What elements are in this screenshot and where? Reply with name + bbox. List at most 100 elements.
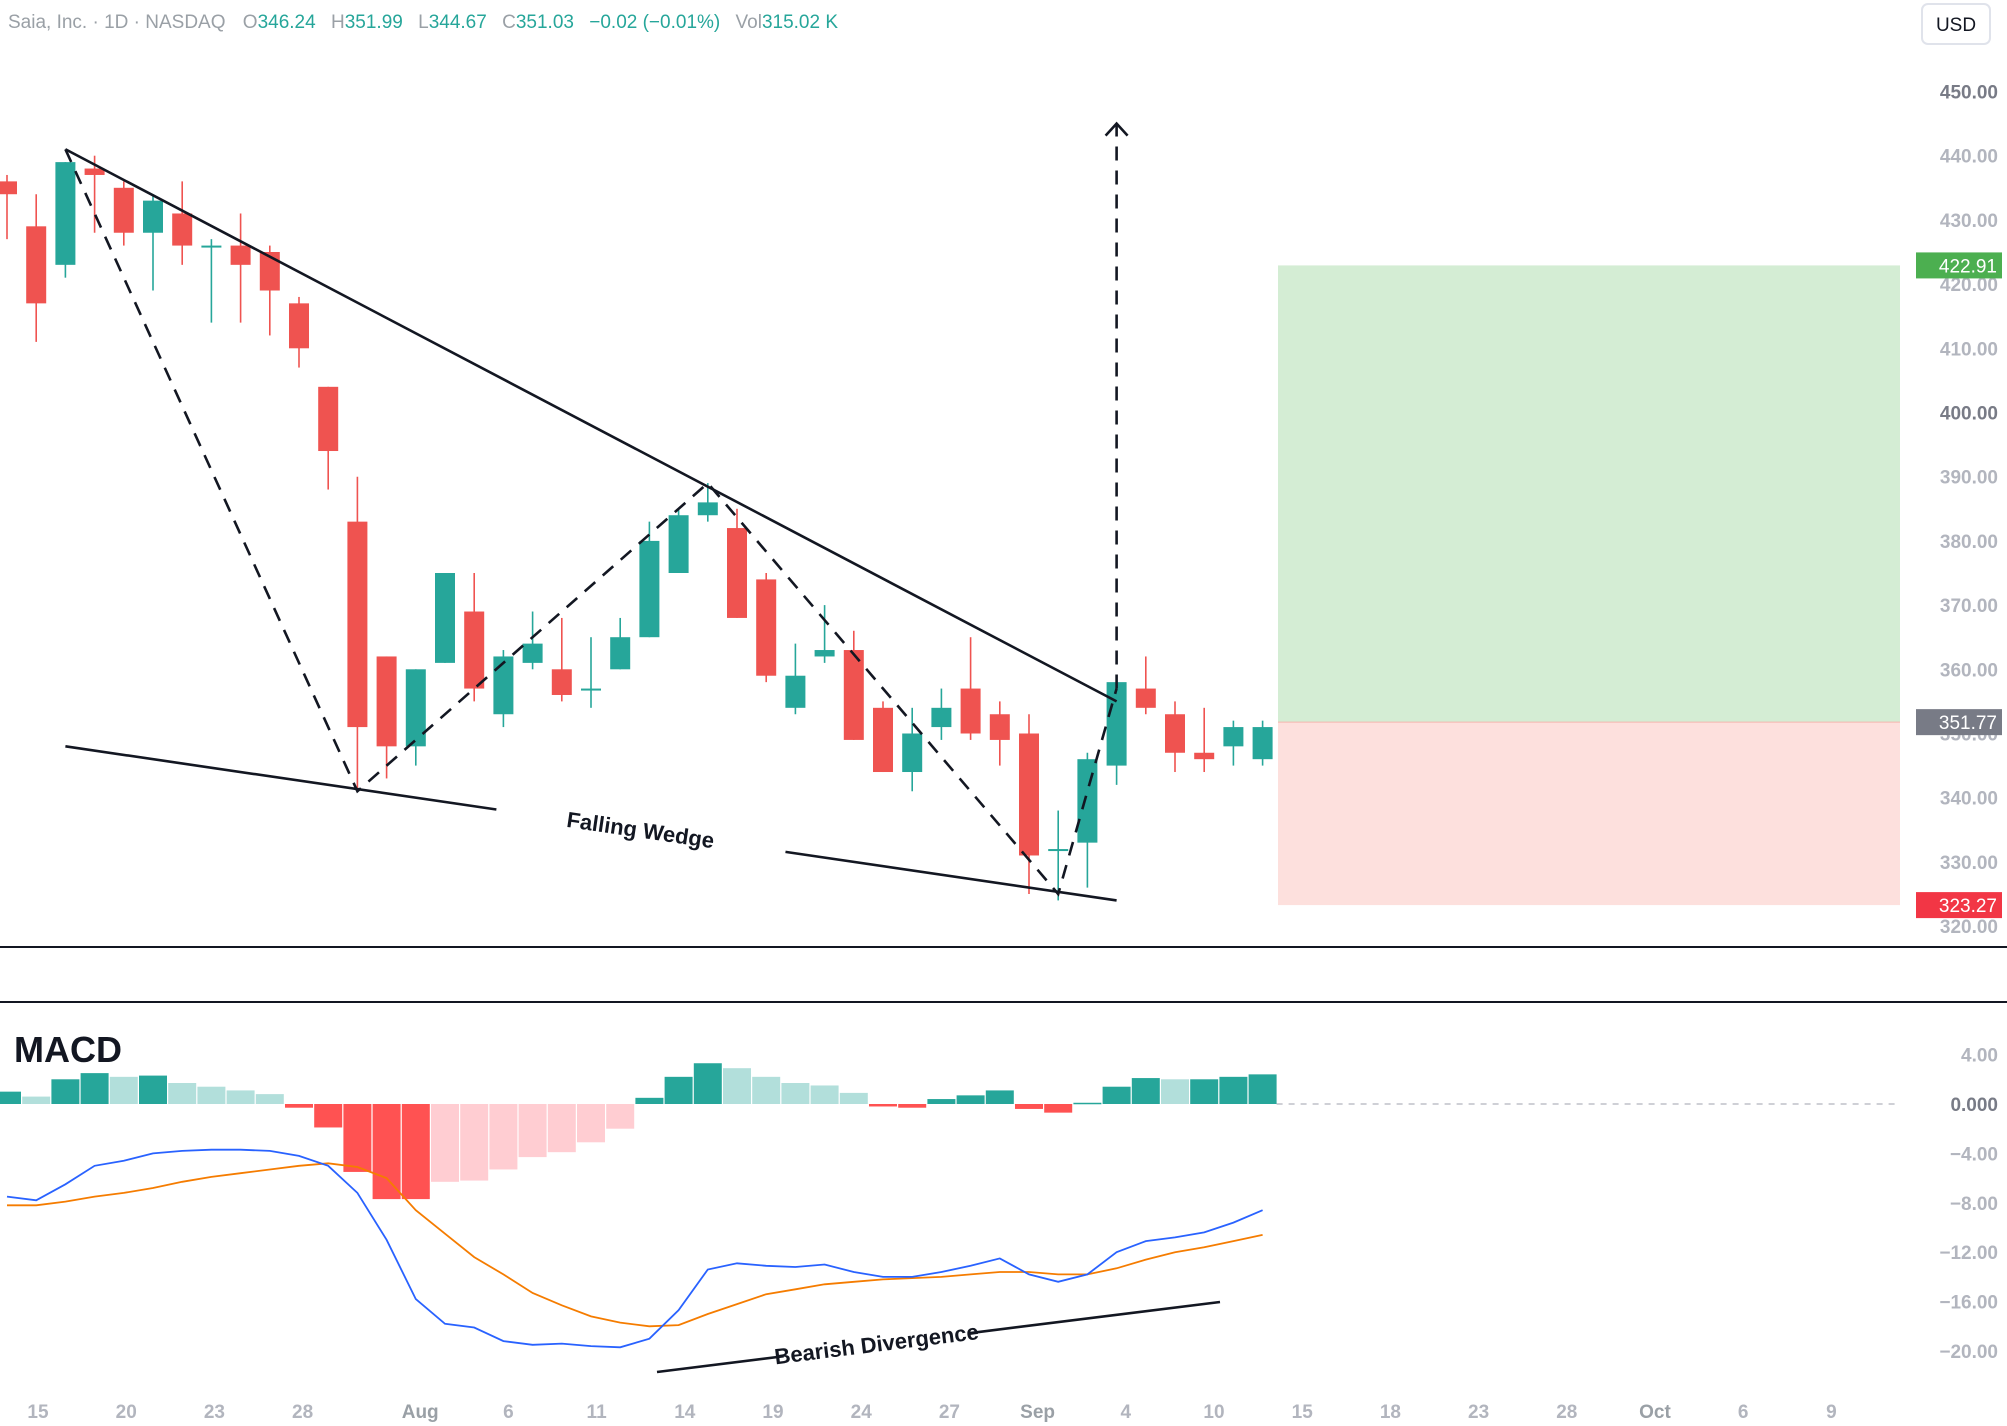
macd-histogram-bar [1015,1104,1043,1109]
candle-body [259,252,280,291]
candle-body [172,213,193,246]
macd-histogram-bar [22,1096,51,1104]
time-tick-label: 6 [503,1402,514,1423]
macd-histogram-bar [51,1079,80,1104]
macd-indicator: 4.00 0.000 −4.00 −8.00 −12.00 −16.00 −20.00 Bea… [0,1046,1998,1374]
macd-histogram-bar [1044,1104,1073,1113]
time-tick-label: 23 [204,1402,225,1423]
candle [318,386,339,490]
candle-body [960,688,981,734]
macd-tick-label: −8.00 [1950,1194,1998,1215]
price-tick-label: 320.00 [1940,917,1998,938]
candle [551,617,572,702]
high-value: 351.99 [345,12,403,33]
time-tick-label: Aug [402,1402,439,1423]
price-tick-label: 390.00 [1940,468,1998,489]
candle-body [727,528,747,618]
macd-histogram-bar [693,1063,722,1104]
price-tick-label: 340.00 [1940,789,1998,810]
candle-body [347,521,368,728]
macd-histogram-bar [985,1090,1014,1104]
macd-tick-label: −12.00 [1939,1243,1998,1264]
candle-body [0,181,17,195]
candle-body [1223,727,1244,747]
time-tick-label: 15 [1292,1402,1314,1423]
candle [201,239,222,323]
candle-body [639,540,660,638]
symbol-label: Saia, Inc. · 1D · NASDAQ [8,12,226,33]
candle-body [493,656,514,715]
candle [347,476,368,792]
macd-tick-label: 4.00 [1961,1046,1998,1067]
time-tick-label: 23 [1468,1402,1489,1423]
signal-line [7,1162,1263,1328]
candle-body [785,675,806,708]
candle-body [697,502,718,516]
candle [1077,752,1098,888]
macd-histogram-bar [1131,1078,1160,1104]
macd-histogram-bar [1190,1079,1219,1104]
target-price-tag: 422.91 [1939,256,1997,277]
candle [668,508,689,573]
candle [902,707,923,792]
candle-body [289,303,309,349]
time-tick-label: 28 [1556,1402,1577,1423]
candle [639,521,660,638]
divergence-trendline [656,1354,784,1374]
macd-histogram-bar [956,1095,985,1104]
candle-body [522,643,543,663]
candle-body [1077,759,1098,843]
pattern-drawings: Falling Wedge [64,121,1129,902]
candle [522,611,543,670]
macd-histogram-bar [0,1091,21,1104]
candle-body [201,245,222,248]
time-tick-label: 14 [674,1402,696,1423]
divergence-trendline [969,1300,1221,1335]
divergence-label: Bearish Divergence [773,1319,980,1369]
candle [989,701,1010,766]
open-label: O [243,12,258,33]
candle-body [464,611,485,689]
macd-histogram-bar [401,1104,430,1200]
breakout-arrow-head [1104,121,1129,137]
macd-histogram-bar [343,1104,372,1172]
candle-body [931,707,952,728]
candle-body [1135,688,1156,708]
time-tick-label: 24 [851,1402,873,1423]
macd-histogram-bar [372,1104,401,1200]
currency-label: USD [1936,15,1976,36]
candle-body [814,650,835,657]
candle-body [405,669,426,747]
macd-histogram-bar [606,1104,635,1129]
macd-histogram-bar [168,1083,197,1104]
macd-histogram-bar [723,1068,751,1104]
candle [289,296,309,368]
candle [1106,682,1127,785]
candle-body [843,650,864,740]
candle [1048,810,1069,901]
volume-value: 315.02 K [762,12,838,33]
risk-reward-zones [1278,265,1900,906]
candle [0,174,17,240]
time-tick-label: Sep [1020,1402,1055,1423]
macd-histogram-bar [869,1104,897,1107]
volume-label: Vol [736,12,762,33]
candle-body [581,688,601,691]
macd-histogram-bar [1219,1076,1248,1104]
candle [435,573,455,663]
target-zone [1278,265,1900,723]
low-value: 344.67 [429,12,487,33]
candle [143,194,163,291]
candle-body [756,579,777,676]
candle [1135,656,1156,715]
candle-body [113,187,134,233]
close-label: C [502,12,516,33]
macd-histogram-bar [1073,1102,1102,1105]
macd-histogram-bar [431,1104,459,1182]
price-axis: 450.00 440.00 430.00 420.00 410.00 400.00 390.… [1916,83,2002,938]
close-value: 351.03 [516,12,574,33]
currency-button[interactable]: USD [1921,3,1991,45]
target-price-tag-bg [1916,252,2002,279]
macd-tick-label: −16.00 [1939,1293,1998,1314]
price-tick-label: 360.00 [1940,660,1998,681]
